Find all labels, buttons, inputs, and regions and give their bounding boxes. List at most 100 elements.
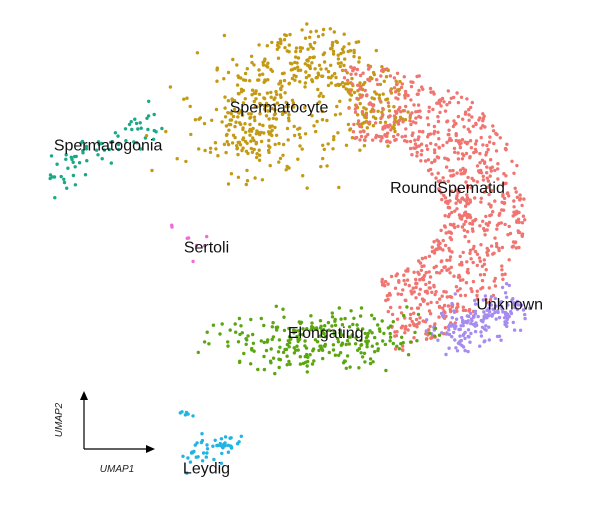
point-leydig xyxy=(211,444,215,448)
point-roundspematid xyxy=(417,114,421,119)
point-roundspematid xyxy=(468,130,472,134)
point-roundspematid xyxy=(471,247,475,251)
point-spermatocyte xyxy=(381,92,385,96)
point-roundspematid xyxy=(482,190,487,194)
point-leydig xyxy=(235,442,240,446)
point-elongating xyxy=(343,316,347,321)
point-spermatocyte xyxy=(339,51,343,56)
point-unknown xyxy=(511,320,515,325)
point-spermatocyte xyxy=(226,142,231,147)
point-roundspematid xyxy=(483,233,487,237)
point-roundspematid xyxy=(448,271,452,275)
point-elongating xyxy=(433,326,438,331)
point-spermatocyte xyxy=(298,49,303,53)
point-roundspematid xyxy=(387,115,391,119)
point-spermatocyte xyxy=(305,58,309,62)
point-spermatocyte xyxy=(249,146,253,151)
point-spermatocyte xyxy=(294,49,298,54)
point-spermatocyte xyxy=(224,124,229,128)
point-roundspematid xyxy=(399,311,404,315)
point-unknown xyxy=(505,324,509,329)
point-unknown xyxy=(500,285,505,290)
point-roundspematid xyxy=(399,85,404,90)
point-roundspematid xyxy=(486,253,490,257)
point-roundspematid xyxy=(451,124,456,129)
point-spermatocyte xyxy=(300,147,304,151)
point-spermatocyte xyxy=(326,75,331,80)
point-spermatocyte xyxy=(266,109,270,113)
point-spermatocyte xyxy=(197,147,201,151)
point-unknown xyxy=(501,310,505,314)
point-roundspematid xyxy=(437,137,441,141)
point-roundspematid xyxy=(407,283,411,288)
point-roundspematid xyxy=(487,220,492,225)
point-roundspematid xyxy=(435,300,439,305)
point-spermatocyte xyxy=(335,40,339,45)
point-roundspematid xyxy=(465,230,470,234)
point-elongating xyxy=(298,355,302,359)
point-roundspematid xyxy=(406,269,410,273)
point-roundspematid xyxy=(474,139,479,143)
point-roundspematid xyxy=(358,130,363,134)
point-roundspematid xyxy=(438,271,442,275)
point-spermatocyte xyxy=(273,125,277,130)
point-spermatocyte xyxy=(322,60,327,64)
point-roundspematid xyxy=(440,306,445,310)
point-roundspematid xyxy=(469,105,473,110)
point-spermatocyte xyxy=(244,149,249,153)
point-elongating xyxy=(330,324,334,328)
point-roundspematid xyxy=(405,139,409,144)
point-elongating xyxy=(432,334,437,338)
point-spermatogonia xyxy=(116,134,120,138)
point-leydig xyxy=(186,456,190,460)
point-roundspematid xyxy=(412,270,416,274)
point-spermatocyte xyxy=(350,76,354,81)
point-spermatogonia xyxy=(135,141,139,145)
point-roundspematid xyxy=(385,140,389,144)
point-unknown xyxy=(450,335,454,339)
point-roundspematid xyxy=(446,304,451,308)
point-roundspematid xyxy=(439,191,443,195)
point-spermatogonia xyxy=(71,160,75,164)
point-spermatocyte xyxy=(267,132,272,136)
point-unknown xyxy=(515,299,520,304)
point-roundspematid xyxy=(474,217,478,222)
point-spermatocyte xyxy=(328,27,332,31)
point-roundspematid xyxy=(362,129,366,134)
point-roundspematid xyxy=(448,136,452,141)
point-leydig xyxy=(221,446,225,450)
point-roundspematid xyxy=(393,286,398,290)
point-roundspematid xyxy=(359,84,363,89)
point-spermatocyte xyxy=(341,84,346,89)
point-roundspematid xyxy=(522,197,526,201)
point-spermatocyte xyxy=(319,67,323,71)
point-roundspematid xyxy=(427,105,431,110)
point-roundspematid xyxy=(518,198,522,202)
point-roundspematid xyxy=(503,146,508,151)
point-spermatocyte xyxy=(274,117,279,121)
point-elongating xyxy=(236,340,241,344)
point-roundspematid xyxy=(479,126,483,130)
point-leydig xyxy=(213,438,217,442)
point-roundspematid xyxy=(385,67,389,71)
point-roundspematid xyxy=(420,264,424,269)
point-spermatocyte xyxy=(262,104,267,108)
point-spermatocyte xyxy=(254,97,258,101)
point-unknown xyxy=(497,315,502,320)
point-spermatocyte xyxy=(270,106,274,111)
point-roundspematid xyxy=(492,141,496,146)
point-roundspematid xyxy=(517,245,521,250)
point-spermatogonia xyxy=(116,141,121,145)
point-unknown xyxy=(528,306,532,311)
point-roundspematid xyxy=(409,84,414,89)
point-roundspematid xyxy=(445,103,449,107)
point-roundspematid xyxy=(363,138,367,143)
point-roundspematid xyxy=(414,116,418,120)
point-elongating xyxy=(281,350,286,355)
point-roundspematid xyxy=(386,101,390,105)
point-spermatocyte xyxy=(236,74,240,78)
point-spermatocyte xyxy=(285,126,290,131)
point-roundspematid xyxy=(392,86,397,90)
point-spermatocyte xyxy=(240,113,245,117)
point-spermatocyte xyxy=(298,144,302,148)
